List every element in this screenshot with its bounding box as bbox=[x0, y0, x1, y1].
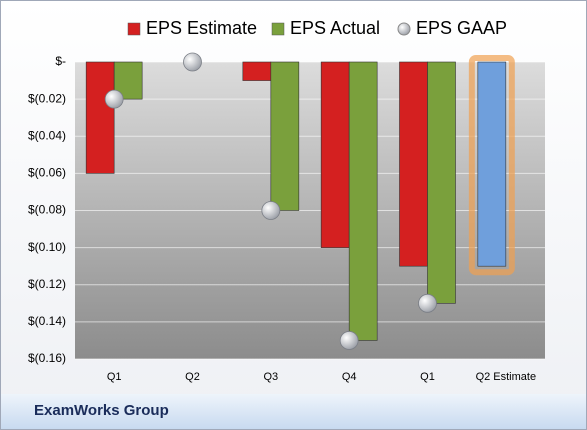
gaap-point bbox=[418, 293, 437, 313]
x-tick-label: Q3 bbox=[263, 371, 278, 383]
y-tick-label: $(0.16) bbox=[28, 351, 66, 365]
legend-label: EPS Actual bbox=[290, 18, 380, 38]
bar bbox=[242, 61, 272, 81]
legend-marker bbox=[397, 22, 411, 36]
x-tick-label: Q1 bbox=[107, 371, 122, 383]
legend-marker bbox=[271, 22, 285, 36]
legend-marker bbox=[127, 22, 141, 36]
bar bbox=[320, 61, 350, 248]
x-tick-label: Q4 bbox=[342, 371, 357, 383]
gaap-point bbox=[183, 52, 202, 72]
y-tick-label: $(0.12) bbox=[28, 277, 66, 291]
bar bbox=[348, 61, 378, 341]
x-tick-label: Q2 bbox=[185, 371, 200, 383]
legend-label: EPS Estimate bbox=[146, 18, 257, 38]
footer-band bbox=[1, 394, 586, 429]
gaap-point bbox=[261, 201, 281, 220]
y-tick-label: $(0.10) bbox=[28, 240, 66, 254]
y-tick-label: $(0.02) bbox=[28, 91, 66, 105]
bar bbox=[270, 61, 300, 211]
gaap-point bbox=[104, 89, 124, 109]
bar bbox=[399, 61, 428, 267]
footer-title: ExamWorks Group bbox=[34, 402, 169, 419]
legend-label: EPS GAAP bbox=[416, 18, 507, 38]
y-tick-label: $(0.06) bbox=[28, 166, 66, 180]
x-tick-label: Q1 bbox=[420, 371, 435, 383]
y-tick-label: $(0.14) bbox=[28, 314, 66, 328]
x-tick-label: Q2 Estimate bbox=[476, 371, 537, 383]
y-tick-label: $(0.04) bbox=[28, 128, 66, 142]
bar bbox=[477, 61, 507, 267]
bar bbox=[85, 61, 115, 174]
gaap-point bbox=[339, 331, 359, 350]
bar bbox=[427, 61, 456, 304]
bar-highlight bbox=[468, 55, 515, 276]
y-tick-label: $(0.08) bbox=[28, 203, 66, 217]
y-tick-label: $- bbox=[55, 54, 66, 68]
